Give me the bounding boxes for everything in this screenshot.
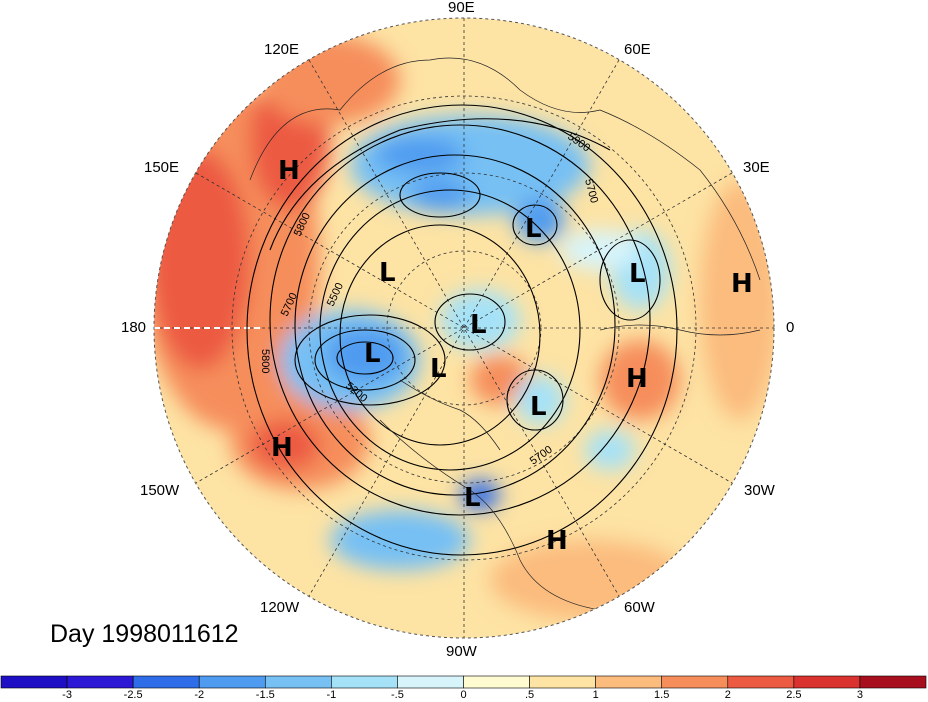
colorbar-bin [264,675,332,689]
contour-label: 5800 [259,349,271,373]
low-pressure-marker: L [530,392,547,422]
colorbar-tick-label: 1.5 [654,689,670,701]
low-pressure-marker: L [430,354,447,384]
longitude-label-180: 180 [121,319,147,336]
colorbar-tick-label: -2 [194,689,205,701]
longitude-label-150w: 150W [140,482,180,499]
colorbar-bin [463,675,530,689]
colorbar-tick-label: -2.5 [123,689,143,701]
colorbar-tick-label: 2 [724,689,731,701]
colorbar-tick-label: 0 [460,689,467,701]
low-pressure-marker: L [379,258,396,288]
colorbar-tick-label: .5 [524,689,535,701]
low-pressure-marker: L [629,259,646,289]
high-pressure-marker: H [271,433,293,463]
height-contours [246,104,678,556]
high-pressure-marker: H [278,156,300,186]
longitude-label-150e: 150E [144,159,180,176]
anomaly-shading [154,18,774,638]
high-pressure-marker: H [731,269,753,299]
longitude-label-30e: 30E [743,159,770,176]
colorbar-bin [198,675,266,689]
longitude-label-120e: 120E [264,41,300,58]
colorbar-bin [66,675,134,689]
high-pressure-marker: H [546,526,568,556]
colorbar-bin [595,675,663,689]
longitude-label-90e: 90E [448,0,475,16]
colorbar-tick-label: -3 [62,689,72,701]
colorbar-bin [529,675,596,689]
low-pressure-marker: L [525,214,542,244]
colorbar-tick-label: -.5 [391,689,404,701]
colorbar [0,675,927,689]
colorbar-tick-label: -1 [326,689,337,701]
low-pressure-marker: L [470,310,487,340]
colorbar-bin [397,675,464,689]
colorbar-bin [661,675,729,689]
colorbar-tick-label: 3 [856,689,863,701]
low-pressure-marker: L [464,483,481,513]
page-title: Day 1998011612 [50,620,239,648]
globe-outline [153,17,775,639]
colorbar-bin [859,675,927,689]
colorbar-bin [331,675,398,689]
colorbar-tick-label: 2.5 [786,689,802,701]
colorbar-bin [727,675,795,689]
longitude-label-120w: 120W [260,599,300,616]
coastlines [249,57,761,611]
longitude-label-60w: 60W [624,599,655,616]
colorbar-bin [132,675,200,689]
longitude-label-60e: 60E [624,41,651,58]
longitude-label-0: 0 [786,319,795,336]
colorbar-bin [0,675,68,689]
high-pressure-marker: H [626,364,648,394]
low-pressure-marker: L [364,339,381,369]
colorbar-tick-label: -1.5 [255,689,275,701]
longitude-label-90w: 90W [446,643,477,660]
colorbar-tick-label: 1 [592,689,599,701]
longitude-label-30w: 30W [744,482,775,499]
pressure-centers: H H H H H L L L L L L L L [271,156,753,556]
colorbar-bin [793,675,861,689]
